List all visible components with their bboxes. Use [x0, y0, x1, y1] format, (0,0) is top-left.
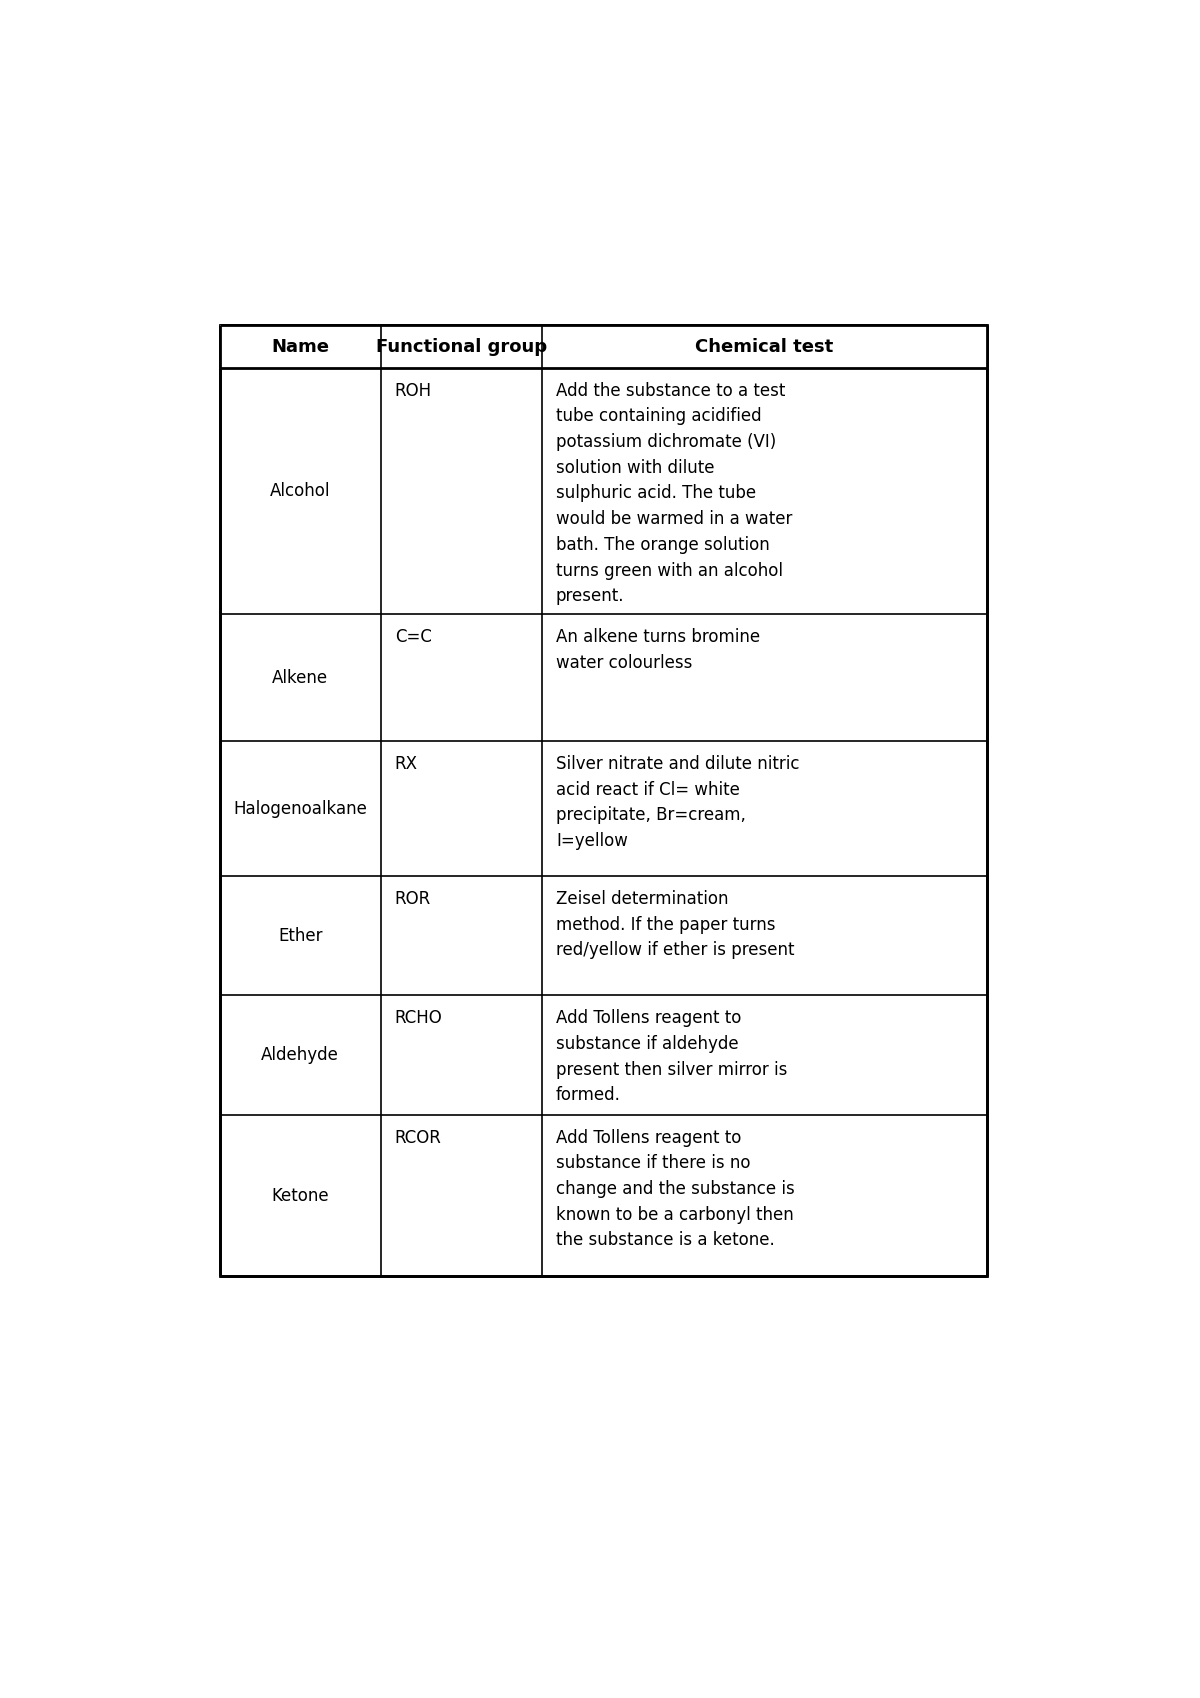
Text: C=C: C=C — [395, 628, 432, 645]
Text: RCOR: RCOR — [395, 1129, 442, 1146]
Text: Halogenoalkane: Halogenoalkane — [233, 800, 367, 818]
Text: Alcohol: Alcohol — [270, 482, 330, 499]
Text: ROH: ROH — [395, 382, 432, 399]
Text: An alkene turns bromine
water colourless: An alkene turns bromine water colourless — [556, 628, 760, 672]
Text: Zeisel determination
method. If the paper turns
red/yellow if ether is present: Zeisel determination method. If the pape… — [556, 890, 794, 959]
Text: RCHO: RCHO — [395, 1009, 443, 1027]
Text: Add Tollens reagent to
substance if there is no
change and the substance is
know: Add Tollens reagent to substance if ther… — [556, 1129, 794, 1250]
Text: Chemical test: Chemical test — [695, 338, 834, 355]
Text: Ether: Ether — [278, 927, 323, 944]
Bar — [220, 326, 986, 368]
Bar — [220, 326, 986, 1277]
Text: Silver nitrate and dilute nitric
acid react if Cl= white
precipitate, Br=cream,
: Silver nitrate and dilute nitric acid re… — [556, 756, 799, 851]
Text: Alkene: Alkene — [272, 669, 329, 686]
Text: RX: RX — [395, 756, 418, 773]
Text: ROR: ROR — [395, 890, 431, 908]
Text: Functional group: Functional group — [376, 338, 547, 355]
Text: Aldehyde: Aldehyde — [262, 1046, 340, 1065]
Text: Add Tollens reagent to
substance if aldehyde
present then silver mirror is
forme: Add Tollens reagent to substance if alde… — [556, 1009, 787, 1104]
Text: Ketone: Ketone — [271, 1187, 329, 1204]
Text: Name: Name — [271, 338, 329, 355]
Text: Add the substance to a test
tube containing acidified
potassium dichromate (VI)
: Add the substance to a test tube contain… — [556, 382, 792, 604]
